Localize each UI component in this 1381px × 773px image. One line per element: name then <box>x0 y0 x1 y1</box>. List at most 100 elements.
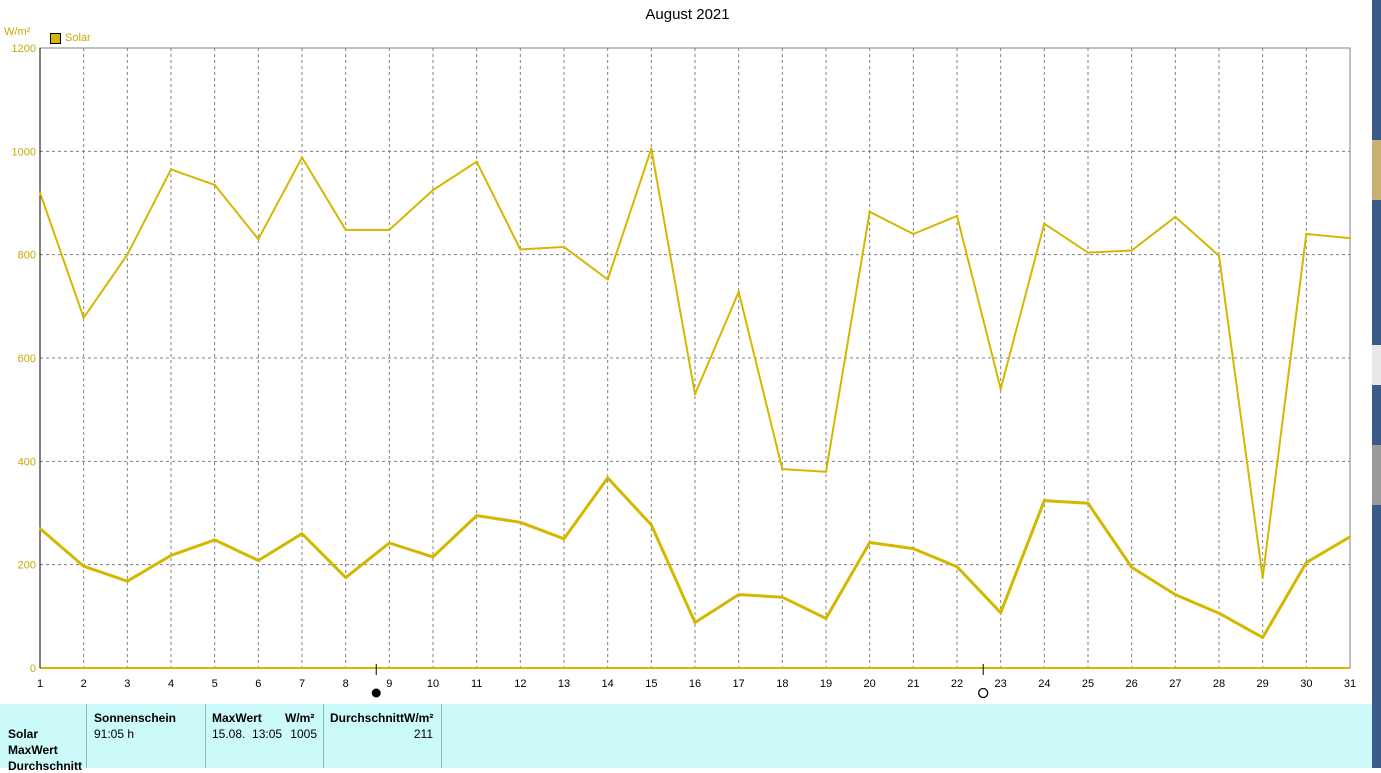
data-point-mean <box>781 596 784 599</box>
data-point-max <box>868 210 871 213</box>
x-tick-label: 6 <box>255 678 261 690</box>
x-tick-label: 16 <box>689 678 701 690</box>
x-tick-label: 1 <box>37 678 43 690</box>
edge-tab <box>1372 345 1381 385</box>
x-tick-label: 2 <box>81 678 87 690</box>
data-point-max <box>300 156 304 159</box>
data-point-max <box>606 278 609 281</box>
data-point-mean <box>300 532 304 535</box>
x-tick-label: 9 <box>386 678 392 690</box>
data-point-max <box>1043 222 1046 225</box>
summary-avg: DurchschnittW/m² 211 <box>324 704 442 768</box>
x-tick-label: 23 <box>995 678 1007 690</box>
x-tick-label: 5 <box>212 678 218 690</box>
data-point-mean <box>38 527 42 530</box>
data-point-max <box>912 232 915 236</box>
x-tick-label: 30 <box>1300 678 1312 690</box>
data-point-max <box>650 147 653 150</box>
summary-sunshine: Sonnenschein 91:05 h <box>87 704 206 768</box>
x-tick-label: 22 <box>951 678 963 690</box>
y-tick-label: 1000 <box>12 146 36 158</box>
data-point-max <box>1261 576 1264 579</box>
data-point-mean <box>126 580 129 583</box>
max-unit: W/m² <box>285 711 315 725</box>
max-value: 1005 <box>290 727 317 741</box>
row-label: MaxWert <box>8 743 58 757</box>
data-point-mean <box>388 541 391 545</box>
x-tick-label: 11 <box>471 678 482 690</box>
x-tick-label: 13 <box>558 678 570 690</box>
x-tick-label: 19 <box>820 678 832 690</box>
y-tick-label: 400 <box>18 456 36 468</box>
data-point-max <box>213 183 216 187</box>
data-point-max <box>1217 254 1221 257</box>
data-point-max <box>38 191 42 194</box>
data-point-max <box>1130 249 1133 252</box>
data-point-mean <box>650 523 653 527</box>
data-point-max <box>999 387 1002 391</box>
max-header: MaxWert <box>212 711 262 725</box>
data-point-max <box>1086 251 1090 254</box>
x-tick-label: 25 <box>1082 678 1094 690</box>
chart-title: August 2021 <box>645 6 730 23</box>
data-point-max <box>257 237 260 241</box>
legend-label: Solar <box>65 32 91 44</box>
desktop-edge <box>1372 0 1381 768</box>
x-tick-label: 4 <box>168 678 174 690</box>
data-point-mean <box>1043 499 1046 502</box>
data-point-max <box>388 228 391 232</box>
data-point-mean <box>562 537 566 541</box>
data-point-mean <box>257 559 260 562</box>
summary-rowlabels: Solar MaxWert Durchschnitt <box>0 704 87 773</box>
data-point-mean <box>1305 561 1308 564</box>
data-point-mean <box>912 547 915 550</box>
data-point-max <box>1305 232 1308 236</box>
avg-value: 211 <box>413 727 433 741</box>
legend-swatch <box>50 32 61 44</box>
y-axis-unit: W/m² <box>4 26 31 38</box>
x-tick-label: 29 <box>1257 678 1269 690</box>
y-tick-label: 1200 <box>12 43 36 55</box>
x-tick-label: 26 <box>1126 678 1138 690</box>
data-point-max <box>126 253 129 256</box>
data-point-max <box>431 188 435 192</box>
x-tick-label: 17 <box>733 678 745 690</box>
x-tick-label: 24 <box>1038 678 1050 690</box>
data-point-mean <box>606 476 609 480</box>
data-point-mean <box>519 521 522 524</box>
data-point-mean <box>169 554 173 557</box>
data-point-mean <box>999 611 1002 614</box>
data-point-mean <box>1086 501 1090 505</box>
data-point-max <box>693 392 697 396</box>
x-tick-label: 12 <box>514 678 526 690</box>
x-tick-label: 20 <box>864 678 876 690</box>
data-point-max <box>824 470 828 473</box>
data-point-max <box>781 467 784 471</box>
sunshine-header: Sonnenschein <box>94 711 177 725</box>
legend: Solar <box>50 32 91 44</box>
data-point-mean <box>1130 566 1133 569</box>
x-tick-label: 27 <box>1169 678 1181 690</box>
data-point-max <box>519 248 522 251</box>
row-label: Durchschnitt <box>8 759 83 773</box>
data-point-max <box>737 290 740 294</box>
data-point-mean <box>344 576 347 579</box>
data-point-max <box>344 228 347 232</box>
x-tick-label: 21 <box>907 678 919 690</box>
row-label: Solar <box>8 727 39 741</box>
full-moon-icon <box>978 687 989 699</box>
summary-panel: Solar MaxWert Durchschnitt Sonnenschein … <box>0 704 1372 773</box>
x-tick-label: 7 <box>299 678 305 690</box>
data-point-max <box>169 168 173 171</box>
y-tick-label: 200 <box>18 560 36 572</box>
y-tick-label: 600 <box>18 353 36 365</box>
x-tick-label: 8 <box>343 678 349 690</box>
edge-tab <box>1372 445 1381 505</box>
series-line-max <box>39 147 1351 579</box>
data-point-mean <box>955 565 959 568</box>
summary-max: MaxWert W/m² 15.08. 13:05 1005 <box>206 704 324 768</box>
data-point-mean <box>824 617 828 620</box>
data-point-max <box>955 214 959 218</box>
data-point-mean <box>737 593 740 596</box>
